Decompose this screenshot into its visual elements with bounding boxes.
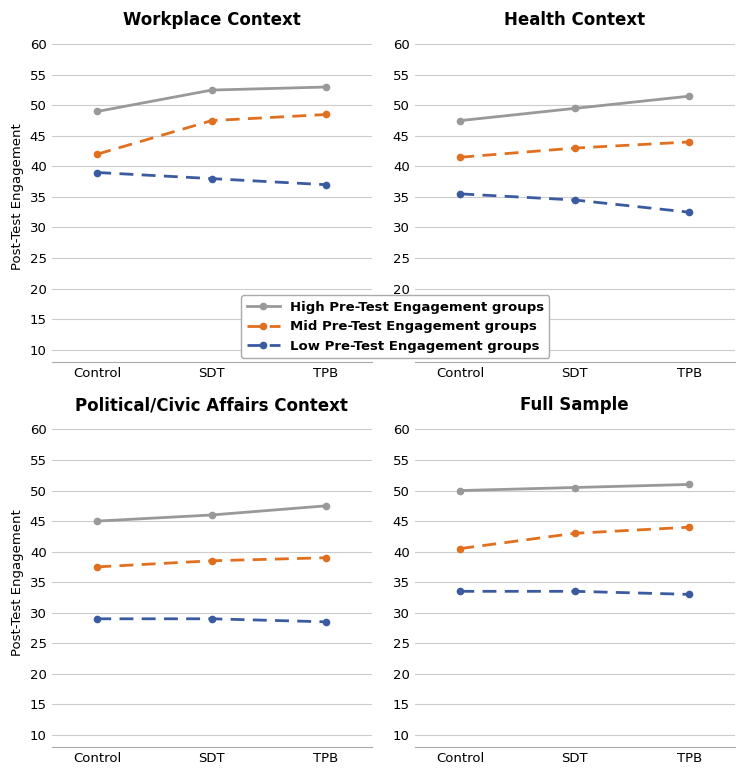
Title: Health Context: Health Context — [504, 11, 645, 29]
Title: Workplace Context: Workplace Context — [123, 11, 301, 29]
Legend: High Pre-Test Engagement groups, Mid Pre-Test Engagement groups, Low Pre-Test En: High Pre-Test Engagement groups, Mid Pre… — [241, 296, 550, 358]
Y-axis label: Post-Test Engagement: Post-Test Engagement — [11, 123, 24, 270]
Y-axis label: Post-Test Engagement: Post-Test Engagement — [11, 509, 24, 656]
Title: Full Sample: Full Sample — [521, 397, 629, 414]
Title: Political/Civic Affairs Context: Political/Civic Affairs Context — [75, 397, 348, 414]
